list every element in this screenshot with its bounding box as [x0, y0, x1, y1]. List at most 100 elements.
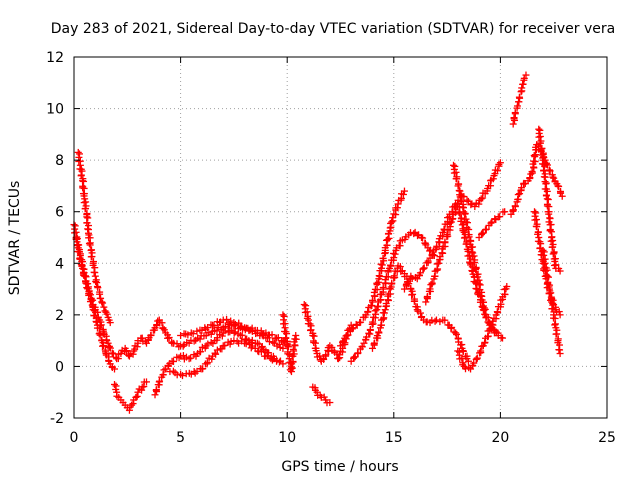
- data-point: [540, 166, 548, 174]
- data-point: [556, 267, 564, 275]
- data-point: [178, 372, 186, 380]
- data-point: [486, 325, 494, 333]
- data-point: [540, 173, 548, 181]
- data-point: [542, 191, 550, 199]
- data-point: [543, 266, 551, 274]
- data-point: [344, 331, 352, 339]
- data-point: [381, 306, 389, 314]
- data-point: [465, 233, 473, 241]
- data-point: [371, 307, 379, 315]
- data-point: [158, 319, 166, 327]
- data-point: [493, 308, 501, 316]
- data-point: [284, 343, 292, 351]
- data-point: [96, 331, 104, 339]
- data-point: [370, 339, 378, 347]
- data-point: [257, 348, 265, 356]
- series-track-9: [279, 311, 300, 376]
- data-point: [458, 197, 466, 205]
- data-point: [275, 340, 283, 348]
- data-point: [164, 334, 172, 342]
- data-point: [515, 93, 523, 101]
- data-point: [473, 354, 481, 362]
- data-point: [558, 192, 566, 200]
- data-point: [196, 335, 204, 343]
- data-point: [92, 317, 100, 325]
- data-point: [208, 355, 216, 363]
- data-point: [399, 190, 407, 198]
- data-point: [546, 214, 554, 222]
- data-point: [447, 324, 455, 332]
- data-point: [86, 291, 94, 299]
- data-point: [419, 234, 427, 242]
- data-point: [117, 350, 125, 358]
- y-tick-label: 8: [55, 153, 64, 169]
- data-point: [432, 316, 440, 324]
- data-point: [303, 314, 311, 322]
- data-point: [535, 133, 543, 141]
- data-point: [391, 250, 399, 258]
- series-track-6: [151, 326, 287, 399]
- data-point: [403, 280, 411, 288]
- data-point: [416, 269, 424, 277]
- data-point: [159, 371, 167, 379]
- data-point: [213, 327, 221, 335]
- data-point: [292, 331, 300, 339]
- data-point: [87, 297, 95, 305]
- data-point: [368, 296, 376, 304]
- data-point: [556, 311, 564, 319]
- data-point: [159, 324, 167, 332]
- data-point: [268, 356, 276, 364]
- data-point: [221, 327, 229, 335]
- data-point: [151, 391, 159, 399]
- data-point: [258, 343, 266, 351]
- data-point: [492, 328, 500, 336]
- data-point: [448, 323, 456, 331]
- data-point: [384, 296, 392, 304]
- data-point: [212, 350, 220, 358]
- x-tick-label: 25: [598, 430, 616, 446]
- data-point: [544, 273, 552, 281]
- data-point: [517, 184, 525, 192]
- data-point: [88, 253, 96, 261]
- data-point: [394, 200, 402, 208]
- data-point: [379, 283, 387, 291]
- data-point: [495, 160, 503, 168]
- data-point: [453, 175, 461, 183]
- data-point: [175, 354, 183, 362]
- series-track-2: [72, 234, 119, 373]
- data-point: [179, 352, 187, 360]
- data-point: [475, 200, 483, 208]
- data-point: [540, 162, 548, 170]
- data-point: [152, 386, 160, 394]
- data-point: [279, 344, 287, 352]
- data-point: [99, 342, 107, 350]
- series-track-15: [400, 159, 504, 293]
- data-point: [468, 267, 476, 275]
- plot-frame: [73, 56, 608, 419]
- data-point: [556, 350, 564, 358]
- data-point: [472, 355, 480, 363]
- data-point: [452, 329, 460, 337]
- data-point: [169, 367, 177, 375]
- data-point: [85, 240, 93, 248]
- y-tick-label: 4: [55, 256, 64, 272]
- series-track-14: [368, 262, 472, 365]
- data-point: [441, 238, 449, 246]
- data-point: [557, 189, 565, 197]
- data-point: [221, 341, 229, 349]
- data-point: [435, 259, 443, 267]
- series-track-24: [535, 125, 564, 275]
- data-point: [283, 342, 291, 350]
- data-point: [389, 214, 397, 222]
- data-point: [441, 316, 449, 324]
- data-point: [269, 338, 277, 346]
- series-track-17: [449, 161, 502, 339]
- data-point: [103, 310, 111, 318]
- data-point: [449, 161, 457, 169]
- axis-ticks: 0 5 10 15 20 25 -2 0 2 4 6 8 10 12: [46, 50, 616, 446]
- data-point: [426, 285, 434, 293]
- data-point: [133, 343, 141, 351]
- data-point: [413, 306, 421, 314]
- data-point: [123, 347, 131, 355]
- series-track-18: [454, 282, 511, 373]
